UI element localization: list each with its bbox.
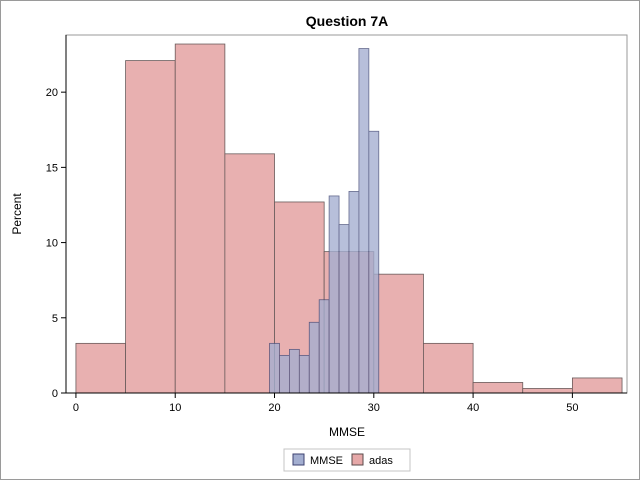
x-tick-label-5: 50: [566, 402, 578, 414]
x-tick-label-4: 40: [467, 402, 479, 414]
x-tick-label-3: 30: [368, 402, 380, 414]
bar-adas-1: [125, 60, 176, 394]
bar-adas-9: [522, 388, 573, 394]
series-mmse: [269, 48, 380, 394]
x-tick-label-1: 10: [169, 402, 181, 414]
y-tick-label-2: 10: [46, 238, 58, 250]
bar-adas-8: [472, 382, 524, 394]
legend-swatch-adas: [351, 453, 364, 466]
bar-mmse-1: [279, 354, 290, 394]
x-tick-label-0: 0: [73, 402, 79, 414]
bar-mmse-6: [328, 195, 340, 394]
bar-adas-10: [571, 377, 623, 394]
legend-box: [283, 448, 411, 472]
y-axis-label: Percent: [10, 193, 24, 235]
bar-mmse-9: [358, 48, 370, 394]
y-tick-label-3: 15: [46, 162, 58, 174]
chart-title: Question 7A: [306, 13, 388, 29]
bar-adas-6: [373, 273, 424, 394]
bar-adas-3: [224, 153, 275, 394]
bar-mmse-8: [348, 191, 360, 394]
bar-mmse-5: [318, 299, 330, 394]
y-tick-label-1: 5: [52, 313, 58, 325]
y-tick-label-4: 20: [46, 87, 58, 99]
bar-mmse-4: [308, 321, 320, 394]
x-axis-label: MMSE: [329, 425, 365, 439]
y-tick-label-0: 0: [52, 388, 58, 400]
legend-label-adas: adas: [369, 455, 393, 467]
bar-mmse-0: [269, 342, 280, 394]
bar-mmse-7: [338, 224, 350, 394]
bar-mmse-3: [298, 354, 310, 394]
bar-adas-2: [174, 43, 226, 394]
x-tick-label-2: 20: [268, 402, 280, 414]
bar-mmse-10: [368, 130, 380, 394]
axes-layer: 0 10 20 30 40 50 0 5 10 15 20: [46, 35, 627, 414]
bar-mmse-2: [289, 348, 300, 394]
legend-swatch-mmse: [292, 453, 305, 466]
legend: MMSE adas: [283, 448, 411, 472]
bar-adas-7: [423, 342, 474, 394]
legend-label-mmse: MMSE: [310, 455, 343, 467]
bar-adas-0: [75, 342, 126, 394]
